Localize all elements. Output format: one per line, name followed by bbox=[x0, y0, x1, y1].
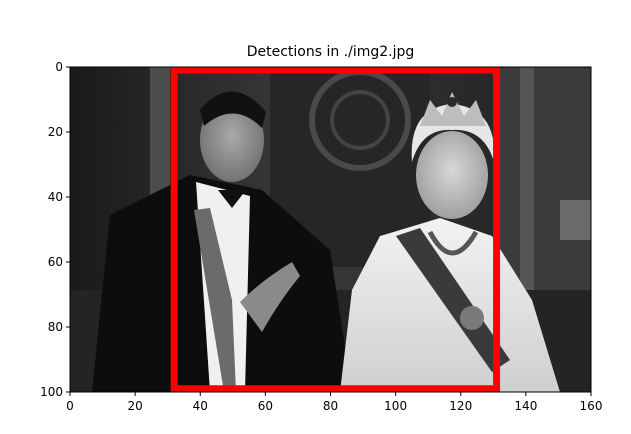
y-tick-label: 60 bbox=[48, 255, 63, 269]
x-tick-label: 40 bbox=[193, 399, 208, 413]
detections bbox=[170, 66, 501, 393]
x-tick-label: 0 bbox=[66, 399, 74, 413]
y-tick-label: 40 bbox=[48, 190, 63, 204]
detection-box bbox=[170, 66, 501, 393]
x-tick-label: 120 bbox=[449, 399, 472, 413]
x-tick-label: 160 bbox=[580, 399, 603, 413]
y-tick-label: 20 bbox=[48, 125, 63, 139]
x-axis: 0 20 40 60 80 100 120 140 160 bbox=[66, 392, 602, 413]
photo-image bbox=[70, 67, 591, 392]
x-tick-label: 100 bbox=[384, 399, 407, 413]
x-tick-label: 60 bbox=[258, 399, 273, 413]
chart-title: Detections in ./img2.jpg bbox=[247, 44, 415, 60]
y-tick-label: 0 bbox=[55, 60, 63, 74]
y-tick-label: 100 bbox=[40, 385, 63, 399]
x-tick-label: 140 bbox=[514, 399, 537, 413]
y-axis: 0 20 40 60 80 100 bbox=[40, 60, 70, 399]
x-tick-label: 80 bbox=[323, 399, 338, 413]
y-tick-label: 80 bbox=[48, 320, 63, 334]
x-tick-label: 20 bbox=[127, 399, 142, 413]
